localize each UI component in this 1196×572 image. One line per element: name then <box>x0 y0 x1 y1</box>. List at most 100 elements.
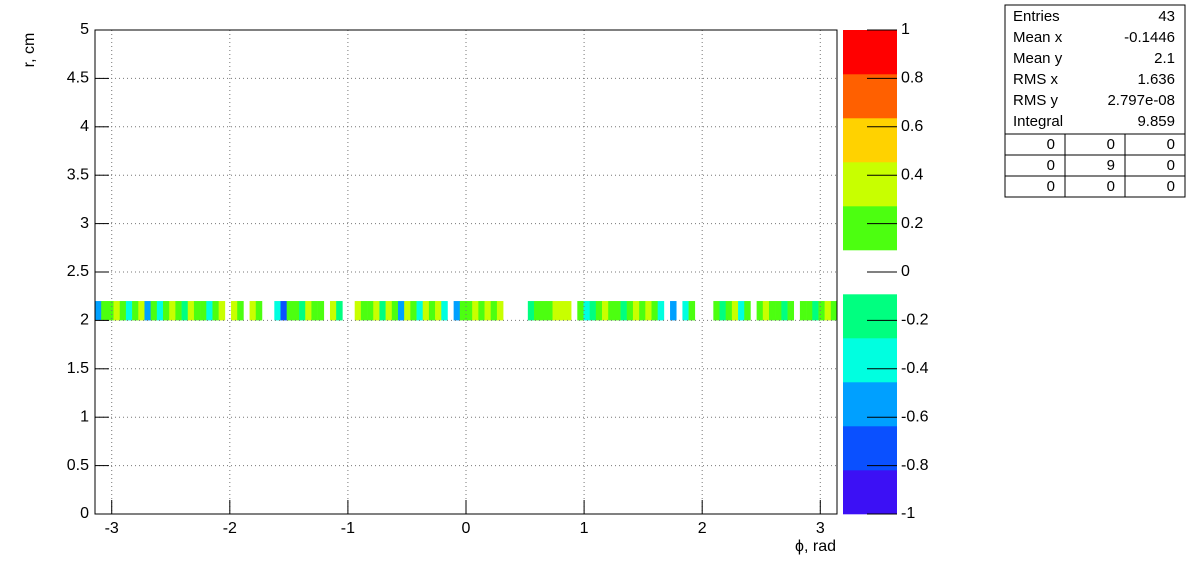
y-tick-label: 0.5 <box>67 457 89 474</box>
cell <box>255 301 263 321</box>
cell <box>595 301 603 321</box>
cell <box>466 301 473 321</box>
stats-label: Entries <box>1013 8 1060 25</box>
stats-cell: 0 <box>1167 157 1175 174</box>
palette-band <box>843 162 897 207</box>
cell <box>626 301 634 321</box>
palette-band <box>843 426 897 471</box>
x-tick-label: -2 <box>223 520 237 537</box>
cell <box>608 301 615 321</box>
palette-band <box>843 118 897 163</box>
cell <box>317 301 325 321</box>
cell <box>527 301 535 321</box>
x-tick-label: -1 <box>341 520 355 537</box>
cell <box>546 301 553 321</box>
x-tick-label: 3 <box>816 520 825 537</box>
stats-value: -0.1446 <box>1124 29 1175 46</box>
cell <box>682 301 689 321</box>
cell <box>812 301 819 321</box>
stats-value: 43 <box>1158 8 1175 25</box>
cell <box>181 301 189 321</box>
stats-cell: 0 <box>1167 178 1175 195</box>
y-axis-label: r, cm <box>21 33 38 68</box>
cell <box>360 301 368 321</box>
cell <box>132 301 139 321</box>
x-axis-label: ϕ, rad <box>795 538 836 555</box>
cell <box>292 301 300 321</box>
cell <box>107 301 114 321</box>
cell <box>206 301 213 321</box>
cell <box>781 301 788 321</box>
cell <box>280 301 287 321</box>
palette-band <box>843 338 897 383</box>
z-tick-label: -0.6 <box>901 408 929 425</box>
cell <box>336 301 343 321</box>
cell <box>589 301 597 321</box>
z-tick-label: 1 <box>901 21 910 38</box>
stats-box: Entries 43 Mean x -0.1446 Mean y 2.1 RMS x 1.63… <box>1004 4 1186 198</box>
cell <box>305 301 312 321</box>
cell <box>329 301 337 321</box>
stats-label: RMS y <box>1013 92 1059 109</box>
stats-frame <box>1004 4 1186 198</box>
x-tick-label: 2 <box>698 520 707 537</box>
cell <box>713 301 720 321</box>
cell <box>799 301 807 321</box>
stats-value: 2.1 <box>1154 50 1175 67</box>
y-tick-label: 4.5 <box>67 70 89 87</box>
cell <box>738 301 745 321</box>
cell <box>163 301 170 321</box>
y-tick-label: 1.5 <box>67 360 89 377</box>
cell <box>125 301 133 321</box>
z-tick-label: -0.8 <box>901 457 929 474</box>
cell <box>410 301 417 321</box>
cell <box>645 301 652 321</box>
cell <box>824 301 832 321</box>
cell <box>472 301 479 321</box>
cell <box>144 301 151 321</box>
cell <box>237 301 244 321</box>
cell <box>354 301 362 321</box>
cell <box>756 301 764 321</box>
stats-cell: 0 <box>1047 178 1055 195</box>
cell <box>404 301 411 321</box>
cell <box>459 301 467 321</box>
x-tick-label: 0 <box>462 520 471 537</box>
stats-value: 2.797e-08 <box>1107 92 1175 109</box>
cell <box>657 301 665 321</box>
z-tick-label: -0.2 <box>901 312 929 329</box>
cell <box>632 301 640 321</box>
cell <box>775 301 782 321</box>
cell <box>95 301 102 321</box>
stats-label: Mean x <box>1013 29 1063 46</box>
palette-band <box>843 74 897 119</box>
stats-label: RMS x <box>1013 71 1059 88</box>
cell <box>379 301 386 321</box>
cell <box>391 301 399 321</box>
cell <box>614 301 621 321</box>
cell <box>286 301 294 321</box>
cell <box>385 301 393 321</box>
x-tick-label: 1 <box>580 520 589 537</box>
cell <box>113 301 121 321</box>
cell <box>725 301 733 321</box>
cell <box>193 301 201 321</box>
cell <box>101 301 108 321</box>
cell <box>156 301 164 321</box>
cell <box>651 301 658 321</box>
cell <box>602 301 609 321</box>
y-tick-label: 3 <box>80 215 89 232</box>
stats-cell: 0 <box>1107 136 1115 153</box>
z-tick-label: 0.8 <box>901 70 923 87</box>
cell <box>496 301 504 321</box>
cell <box>311 301 318 321</box>
z-tick-label: 0 <box>901 263 910 280</box>
cell <box>762 301 770 321</box>
cell <box>175 301 182 321</box>
cell <box>441 301 448 321</box>
cell <box>620 301 628 321</box>
y-tick-label: 2 <box>80 312 89 329</box>
cell <box>422 301 430 321</box>
cell <box>373 301 380 321</box>
